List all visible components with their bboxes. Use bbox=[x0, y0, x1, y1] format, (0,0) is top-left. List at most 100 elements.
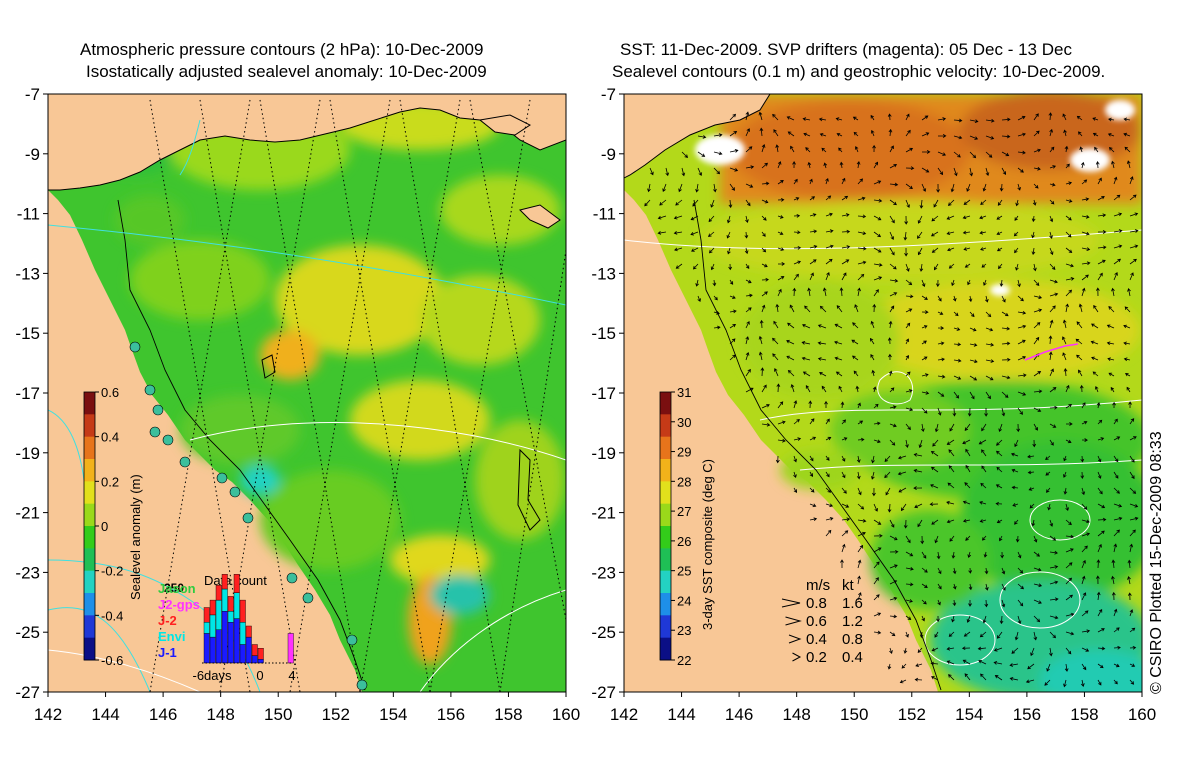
velocity-arrow bbox=[996, 519, 1003, 524]
colorbar-tick-label: 0.4 bbox=[101, 430, 119, 445]
velocity-arrow bbox=[1080, 455, 1085, 463]
velocity-arrow bbox=[809, 196, 816, 201]
velocity-arrow bbox=[1033, 308, 1043, 313]
colorbar-tick-label: 31 bbox=[677, 385, 691, 400]
velocity-arrow bbox=[841, 259, 850, 265]
velocity-arrow bbox=[662, 183, 667, 193]
lat-tick-label: -15 bbox=[15, 324, 40, 343]
velocity-arrow bbox=[996, 215, 1003, 220]
velocity-arrow bbox=[905, 322, 911, 329]
velocity-arrow bbox=[1081, 532, 1091, 537]
velocity-arrow bbox=[1030, 647, 1035, 657]
velocity-arrow bbox=[980, 199, 987, 206]
velocity-arrow bbox=[857, 178, 864, 185]
velocity-arrow bbox=[1033, 183, 1039, 189]
velocity-arrow bbox=[1092, 371, 1099, 377]
velocity-arrow bbox=[1015, 535, 1020, 543]
velocity-arrow bbox=[1049, 231, 1053, 239]
velocity-arrow bbox=[745, 336, 750, 345]
velocity-arrow bbox=[937, 151, 947, 156]
inset-xtick-label: -6days bbox=[192, 668, 232, 683]
colorbar-swatch bbox=[84, 436, 95, 460]
velocity-arrow bbox=[673, 215, 683, 220]
velocity-arrow bbox=[1001, 599, 1006, 608]
velocity-arrow bbox=[805, 147, 811, 153]
velocity-arrow bbox=[761, 304, 766, 313]
velocity-arrow bbox=[793, 455, 797, 463]
velocity-arrow bbox=[1065, 277, 1075, 281]
velocity-arrow bbox=[1108, 372, 1115, 377]
velocity-arrow bbox=[905, 279, 913, 286]
velocity-arrow bbox=[1017, 115, 1026, 121]
velocity-arrow bbox=[761, 181, 770, 186]
velocity-arrow bbox=[1113, 487, 1120, 494]
velocity-arrow bbox=[758, 351, 763, 361]
velocity-arrow bbox=[937, 311, 944, 315]
velocity-arrow bbox=[953, 327, 961, 331]
velocity-arrow bbox=[681, 151, 689, 158]
lon-tick-label: 152 bbox=[322, 705, 350, 724]
velocity-arrow bbox=[807, 287, 812, 297]
velocity-arrow bbox=[969, 151, 977, 159]
velocity-arrow bbox=[948, 465, 955, 473]
velocity-arrow bbox=[947, 482, 955, 489]
velocity-arrow bbox=[917, 519, 923, 528]
velocity-arrow bbox=[888, 353, 892, 361]
velocity-arrow bbox=[745, 387, 754, 393]
velocity-arrow bbox=[887, 113, 892, 121]
velocity-arrow bbox=[1081, 261, 1091, 266]
velocity-arrow bbox=[1017, 567, 1024, 574]
lon-tick-label: 150 bbox=[840, 705, 868, 724]
velocity-arrow bbox=[713, 311, 720, 315]
velocity-arrow bbox=[1065, 163, 1070, 169]
velocity-arrow bbox=[647, 183, 651, 193]
vel-legend-kt: 0.8 bbox=[842, 631, 863, 648]
lon-tick-label: 154 bbox=[955, 705, 983, 724]
velocity-arrow bbox=[745, 307, 752, 313]
velocity-arrow bbox=[1001, 167, 1006, 175]
left-reef-outline bbox=[117, 199, 366, 691]
lat-tick-label: -7 bbox=[25, 85, 40, 104]
velocity-arrow bbox=[855, 385, 860, 393]
velocity-arrow bbox=[857, 518, 867, 523]
velocity-arrow bbox=[969, 135, 979, 140]
velocity-arrow bbox=[825, 244, 834, 249]
velocity-arrow bbox=[873, 263, 883, 267]
velocity-arrow bbox=[708, 215, 715, 223]
velocity-arrow bbox=[1017, 279, 1021, 288]
velocity-arrow bbox=[999, 183, 1004, 192]
velocity-arrow bbox=[889, 292, 898, 297]
velocity-arrow bbox=[953, 311, 959, 317]
velocity-arrow bbox=[1113, 663, 1120, 668]
velocity-arrow bbox=[708, 247, 715, 254]
velocity-arrow bbox=[744, 247, 749, 255]
velocity-arrow bbox=[745, 111, 750, 121]
velocity-arrow bbox=[1049, 182, 1056, 187]
velocity-arrow bbox=[1001, 391, 1009, 398]
velocity-arrow bbox=[936, 551, 941, 560]
velocity-arrow bbox=[1097, 628, 1105, 633]
velocity-arrow bbox=[1017, 183, 1021, 191]
velocity-arrow bbox=[905, 147, 914, 153]
velocity-arrow bbox=[760, 367, 765, 377]
velocity-arrow bbox=[998, 263, 1003, 270]
left-island bbox=[478, 114, 531, 136]
inset-bar-segment bbox=[251, 644, 258, 656]
velocity-arrow bbox=[745, 165, 755, 169]
velocity-arrow bbox=[980, 673, 987, 681]
velocity-arrow bbox=[1027, 470, 1035, 475]
velocity-arrow bbox=[905, 551, 914, 557]
velocity-arrow bbox=[905, 423, 911, 431]
velocity-arrow bbox=[1124, 146, 1131, 153]
velocity-arrow bbox=[869, 337, 875, 345]
velocity-arrow bbox=[947, 247, 955, 252]
velocity-arrow bbox=[825, 529, 832, 537]
velocity-arrow bbox=[1001, 583, 1006, 591]
velocity-arrow bbox=[873, 403, 879, 409]
velocity-arrow bbox=[839, 161, 844, 169]
velocity-arrow bbox=[1065, 503, 1069, 512]
velocity-arrow bbox=[901, 663, 907, 669]
velocity-arrow bbox=[1113, 212, 1123, 217]
velocity-arrow bbox=[1049, 387, 1057, 393]
velocity-arrow bbox=[969, 311, 975, 318]
